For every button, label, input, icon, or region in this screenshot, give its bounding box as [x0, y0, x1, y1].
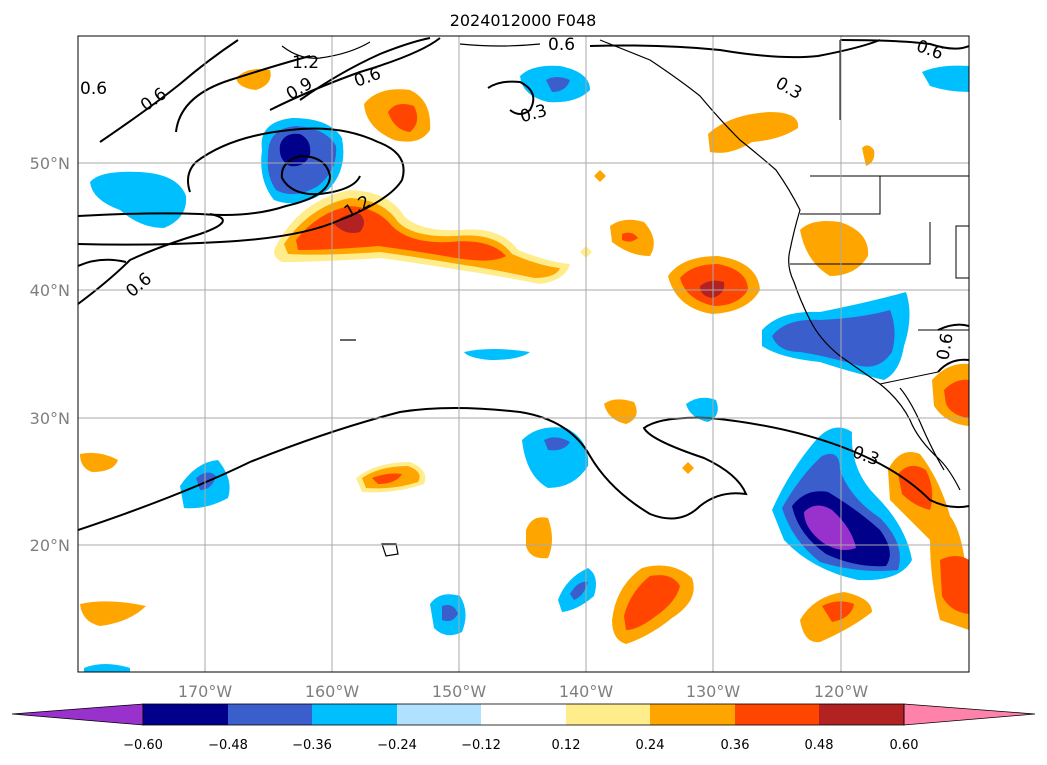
colorbar-tick-label: 0.24 — [636, 738, 665, 753]
border-line — [800, 176, 881, 215]
positive-anomaly-region — [708, 112, 799, 153]
geopotential-contours — [78, 37, 969, 531]
negative-anomaly-region — [464, 349, 530, 360]
contour-line — [78, 127, 405, 246]
colorbar-tick-label: −0.36 — [292, 738, 332, 753]
colorbar: −0.60 −0.48 −0.36 −0.24 −0.12 0.12 0.24 … — [11, 703, 1036, 753]
lat-label: 30°N — [30, 409, 70, 428]
colorbar-segment — [481, 704, 566, 725]
colorbar-segment — [143, 704, 228, 725]
positive-anomaly-region — [822, 601, 854, 622]
coastline — [899, 387, 945, 471]
border-line — [879, 371, 939, 385]
positive-anomaly-region — [236, 69, 271, 90]
contour-line — [937, 358, 969, 373]
coastlines — [281, 39, 961, 557]
colorbar-segment — [397, 704, 481, 725]
colorbar-segment — [819, 704, 904, 725]
negative-anomaly-region — [84, 664, 130, 672]
contour-line — [78, 154, 361, 217]
colorbar-segment — [228, 704, 312, 725]
contour-line — [487, 80, 535, 115]
lon-label: 140°W — [559, 682, 614, 701]
anomaly-shading — [80, 65, 969, 672]
positive-anomaly-region — [80, 452, 118, 472]
positive-anomaly-region — [944, 379, 969, 418]
positive-anomaly-region — [526, 517, 552, 559]
lon-label: 150°W — [432, 682, 487, 701]
positive-anomaly-region — [388, 104, 418, 132]
contour-line — [589, 39, 881, 59]
latitude-labels: 50°N 40°N 30°N 20°N — [30, 154, 70, 555]
lat-label: 40°N — [30, 281, 70, 300]
contour-line — [299, 37, 431, 101]
negative-anomaly-region — [804, 505, 856, 550]
map-frame — [77, 35, 970, 673]
colorbar-segment — [312, 704, 397, 725]
negative-anomaly-region — [686, 397, 718, 422]
lon-label: 130°W — [686, 682, 741, 701]
colorbar-segment — [650, 704, 735, 725]
contour-label: 0.6 — [80, 79, 107, 99]
border-line — [790, 222, 931, 265]
coastline — [281, 41, 371, 59]
positive-anomaly-region — [682, 462, 694, 474]
colorbar-extend-max — [903, 703, 1036, 726]
coastline — [459, 43, 541, 47]
contour-line — [78, 258, 127, 267]
contour-label: 0.6 — [548, 35, 575, 55]
colorbar-tick-label: −0.12 — [461, 738, 501, 753]
colorbar-segment — [735, 704, 819, 725]
contour-line — [937, 323, 969, 331]
positive-anomaly-region — [622, 232, 638, 242]
negative-anomaly-region — [522, 427, 589, 488]
colorbar-frame — [142, 703, 905, 726]
positive-anomaly-region — [624, 575, 680, 630]
longitude-labels: 170°W 160°W 150°W 140°W 130°W 120°W — [178, 682, 869, 701]
coastline — [599, 39, 961, 491]
lon-label: 170°W — [178, 682, 233, 701]
negative-anomaly-region — [544, 437, 570, 451]
negative-anomaly-region — [442, 605, 458, 622]
positive-anomaly-region — [700, 280, 725, 298]
contour-label: 1.2 — [292, 53, 319, 73]
lat-label: 20°N — [30, 536, 70, 555]
colorbar-tick-label: 0.48 — [805, 738, 834, 753]
contour-line — [839, 39, 969, 50]
colorbar-tick-label: 0.36 — [721, 738, 750, 753]
contour-line — [175, 55, 311, 133]
colorbar-tick-label: 0.12 — [552, 738, 581, 753]
negative-anomaly-region — [570, 581, 588, 600]
positive-anomaly-region — [594, 170, 606, 182]
colorbar-segment — [566, 704, 650, 725]
lon-label: 120°W — [814, 682, 869, 701]
negative-anomaly-region — [922, 65, 969, 92]
contour-line — [269, 37, 441, 111]
map-title: 2024012000 F048 — [450, 11, 597, 30]
border-line — [955, 225, 969, 279]
lon-label: 160°W — [305, 682, 360, 701]
colorbar-tick-label: 0.60 — [890, 738, 919, 753]
contour-line — [78, 407, 969, 531]
contour-line — [78, 213, 224, 305]
political-borders — [790, 40, 969, 385]
lat-label: 50°N — [30, 154, 70, 173]
colorbar-tick-label: −0.60 — [123, 738, 163, 753]
graticule — [78, 36, 969, 672]
positive-anomaly-region — [372, 473, 402, 484]
colorbar-extend-min — [11, 703, 144, 726]
island — [381, 543, 399, 557]
positive-anomaly-region — [80, 601, 146, 626]
negative-anomaly-region — [546, 77, 570, 92]
colorbar-tick-label: −0.24 — [377, 738, 417, 753]
negative-anomaly-region — [279, 133, 311, 167]
contour-label: 0.6 — [933, 332, 957, 362]
positive-anomaly-region — [800, 221, 869, 276]
negative-anomaly-region — [772, 310, 895, 367]
positive-anomaly-region — [940, 556, 969, 614]
contour-line — [99, 39, 239, 143]
positive-anomaly-region — [862, 145, 875, 166]
colorbar-tick-label: −0.48 — [208, 738, 248, 753]
